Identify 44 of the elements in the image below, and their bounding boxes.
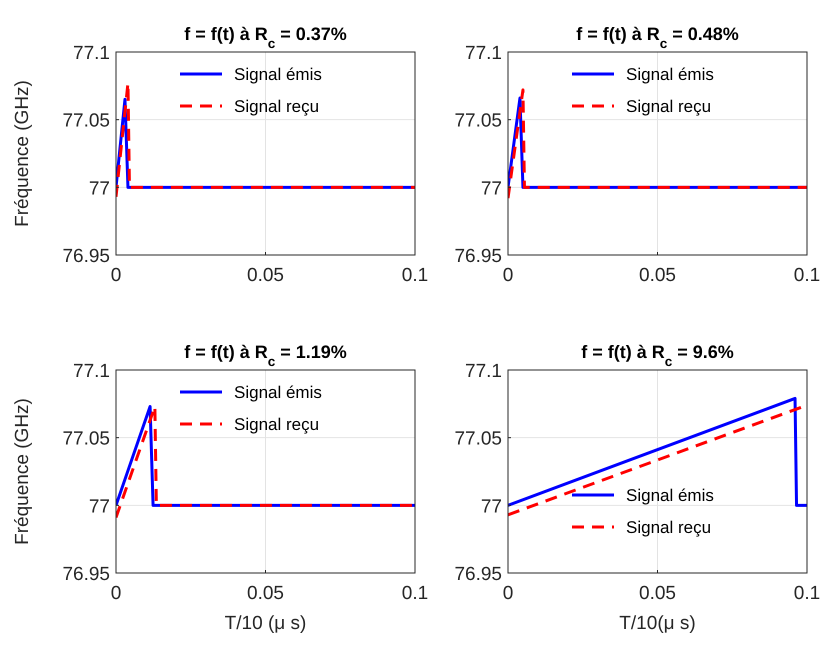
y-tick-label: 77.05 (454, 110, 502, 132)
chart-title: f = f(t) à R$_{c}$ = 1.19% (184, 342, 347, 368)
y-tick-label: 77 (88, 178, 110, 200)
y-tick-label: 76.95 (454, 564, 502, 585)
y-tick-label: 76.95 (62, 564, 110, 585)
x-tick-label: 0.1 (794, 583, 820, 604)
legend-label: Signal reçu (234, 415, 320, 434)
y-tick-label: 77.05 (454, 428, 502, 450)
x-tick-label: 0.05 (247, 265, 284, 286)
x-tick-label: 0.05 (639, 583, 676, 604)
legend-label: Signal émis (234, 65, 322, 84)
y-tick-label: 77.1 (73, 361, 110, 382)
legend-label: Signal reçu (626, 518, 712, 537)
y-tick-label: 77.1 (465, 43, 502, 64)
chart-title: f = f(t) à R$_{c}$ = 9.6% (581, 342, 734, 368)
legend-label: Signal reçu (626, 97, 712, 116)
y-axis-title: Fréquence (GHz) (12, 80, 33, 227)
y-axis-title: Fréquence (GHz) (12, 398, 33, 545)
y-tick-label: 76.95 (454, 246, 502, 267)
legend-label: Signal émis (626, 65, 714, 84)
x-tick-label: 0 (110, 265, 122, 286)
x-tick-label: 0 (502, 265, 514, 286)
x-tick-label: 0.1 (402, 583, 428, 604)
chart-title: f = f(t) à R$_{c}$ = 0.37% (184, 24, 347, 50)
x-tick-label: 0 (502, 583, 514, 604)
y-tick-label: 77 (88, 496, 110, 518)
x-tick-label: 0.05 (247, 583, 284, 604)
legend-label: Signal émis (626, 486, 714, 505)
y-tick-label: 77.05 (62, 428, 110, 450)
x-axis-title: T/10 (μ s) (224, 613, 306, 634)
x-tick-label: 0.1 (794, 265, 820, 286)
y-tick-label: 76.95 (62, 246, 110, 267)
y-tick-label: 77.05 (62, 110, 110, 132)
y-tick-label: 77 (480, 178, 502, 200)
legend-label: Signal reçu (234, 97, 320, 116)
legend-label: Signal émis (234, 383, 322, 402)
chart-title: f = f(t) à R$_{c}$ = 0.48% (576, 24, 739, 50)
x-tick-label: 0.05 (639, 265, 676, 286)
y-tick-label: 77.1 (465, 361, 502, 382)
y-tick-label: 77.1 (73, 43, 110, 64)
x-tick-label: 0.1 (402, 265, 428, 286)
x-axis-title: T/10(μ s) (619, 613, 696, 634)
x-tick-label: 0 (110, 583, 122, 604)
y-tick-label: 77 (480, 496, 502, 518)
